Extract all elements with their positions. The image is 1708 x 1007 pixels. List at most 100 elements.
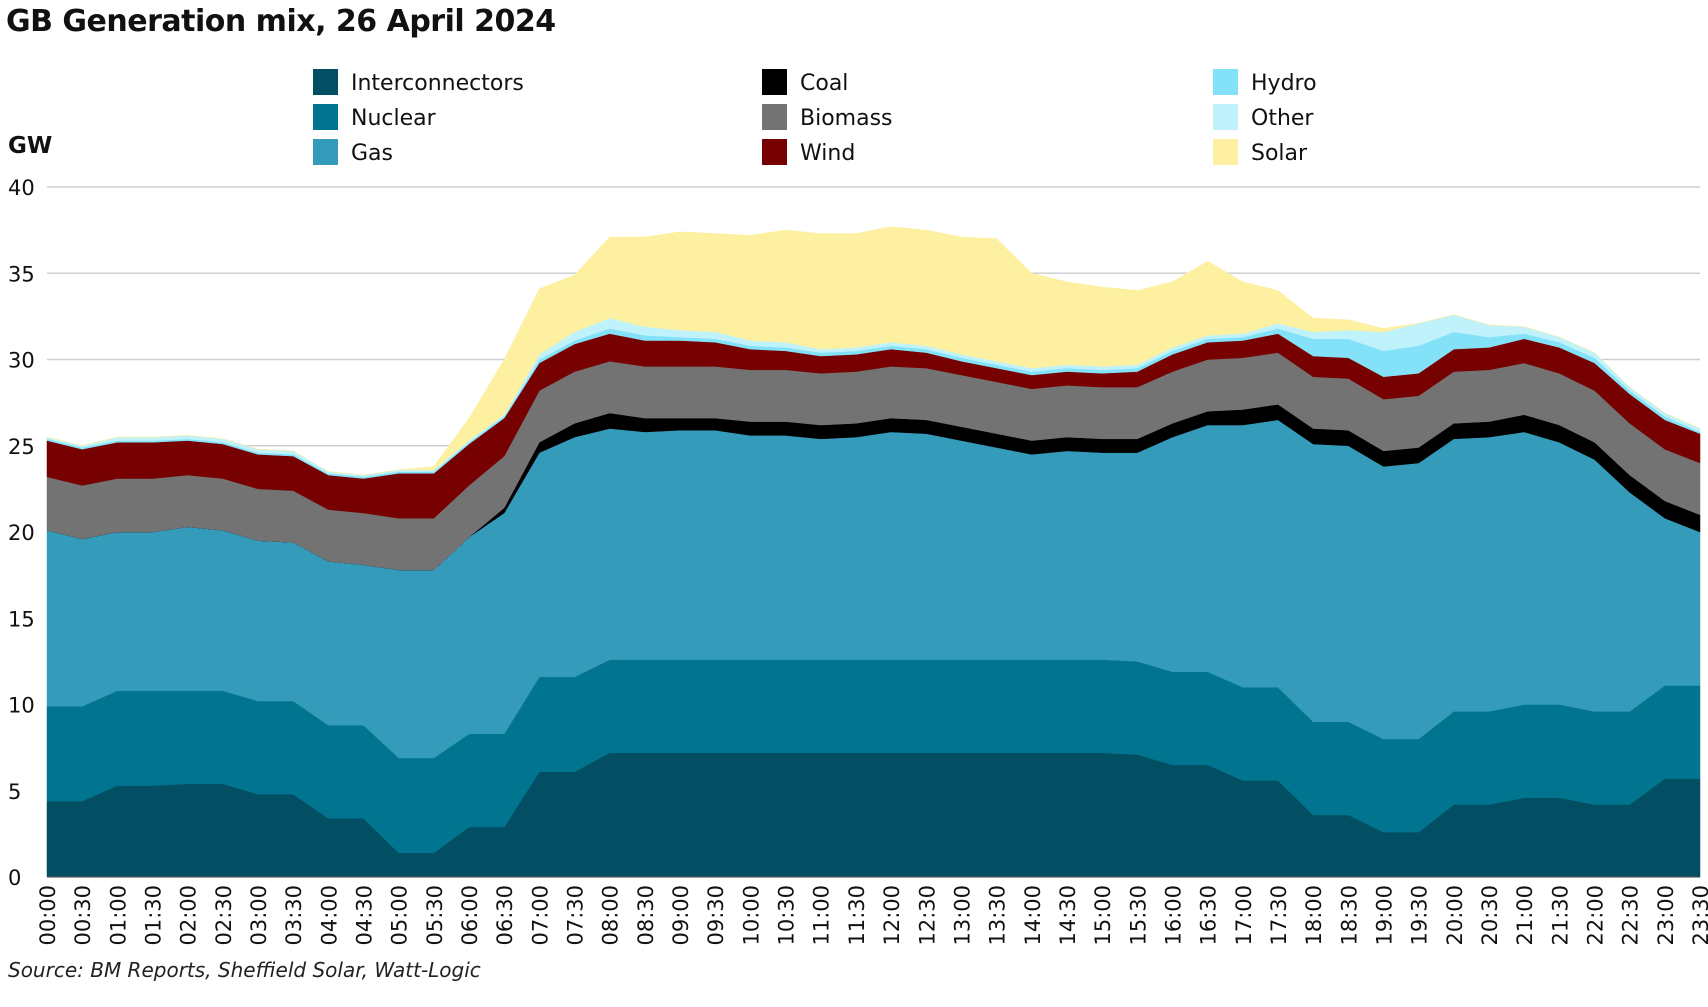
- x-tick-label: 17:30: [1267, 885, 1291, 946]
- y-axis-unit: GW: [8, 133, 52, 159]
- x-tick-label: 00:30: [71, 885, 95, 946]
- x-tick: 23:30: [1689, 885, 1708, 946]
- x-tick-label: 13:30: [986, 885, 1010, 946]
- y-tick-label: 0: [8, 866, 21, 890]
- x-tick: 03:00: [247, 885, 271, 946]
- x-tick-label: 19:30: [1408, 885, 1432, 946]
- area-solar: [46, 226, 1701, 476]
- legend-item-other: Other: [1213, 104, 1314, 131]
- y-tick-label: 5: [8, 780, 21, 804]
- x-tick: 19:30: [1408, 885, 1432, 946]
- x-tick-label: 08:00: [599, 885, 623, 946]
- x-tick-label: 07:00: [528, 885, 552, 946]
- x-tick-label: 06:30: [493, 885, 517, 946]
- legend-swatch: [762, 69, 787, 95]
- x-tick: 14:00: [1021, 885, 1045, 946]
- x-tick: 02:30: [212, 885, 236, 946]
- stacked-areas: [46, 226, 1701, 878]
- x-tick: 09:00: [669, 885, 693, 946]
- x-tick: 20:30: [1478, 885, 1502, 946]
- x-tick: 17:30: [1267, 885, 1291, 946]
- x-tick: 16:00: [1161, 885, 1185, 946]
- x-tick: 13:00: [950, 885, 974, 946]
- axes: 0 5 10 15 20 25 30 35 40 GW 00:00 00:30 01:00 01:30 02…: [8, 133, 1708, 946]
- x-tick-label: 17:00: [1232, 885, 1256, 946]
- legend-label: Gas: [351, 141, 393, 166]
- legend-item-interconnectors: Interconnectors: [313, 69, 524, 96]
- x-tick: 22:30: [1619, 885, 1643, 946]
- x-tick: 08:30: [634, 885, 658, 946]
- x-tick-label: 09:00: [669, 885, 693, 946]
- x-tick-label: 15:00: [1091, 885, 1115, 946]
- x-tick-label: 09:30: [704, 885, 728, 946]
- legend-label: Coal: [800, 71, 848, 96]
- x-tick-label: 20:30: [1478, 885, 1502, 946]
- x-tick-label: 11:30: [845, 885, 869, 946]
- legend-swatch: [1213, 139, 1238, 165]
- x-tick-label: 16:30: [1197, 885, 1221, 946]
- y-tick-label: 25: [8, 435, 35, 459]
- legend-item-biomass: Biomass: [762, 104, 893, 131]
- x-tick: 12:00: [880, 885, 904, 946]
- legend-label: Biomass: [800, 106, 893, 131]
- x-tick: 10:30: [775, 885, 799, 946]
- x-tick-label: 21:00: [1513, 885, 1537, 946]
- x-tick: 05:30: [423, 885, 447, 946]
- chart-title: GB Generation mix, 26 April 2024: [6, 4, 556, 39]
- legend-item-solar: Solar: [1213, 139, 1308, 166]
- x-tick: 11:30: [845, 885, 869, 946]
- x-tick: 21:30: [1548, 885, 1572, 946]
- x-tick-label: 02:30: [212, 885, 236, 946]
- y-tick-label: 35: [8, 262, 35, 286]
- x-tick: 12:30: [915, 885, 939, 946]
- legend-swatch: [762, 104, 787, 130]
- x-tick-label: 04:30: [353, 885, 377, 946]
- x-tick-label: 07:30: [564, 885, 588, 946]
- x-tick: 17:00: [1232, 885, 1256, 946]
- legend-item-wind: Wind: [762, 139, 855, 166]
- x-tick: 07:00: [528, 885, 552, 946]
- y-tick-10: 10: [8, 694, 35, 718]
- x-tick: 04:30: [353, 885, 377, 946]
- x-tick: 16:30: [1197, 885, 1221, 946]
- y-tick-5: 5: [8, 780, 21, 804]
- y-tick-0: 0: [8, 866, 21, 890]
- x-tick-label: 14:00: [1021, 885, 1045, 946]
- legend-label: Hydro: [1251, 71, 1317, 96]
- x-tick-label: 18:30: [1337, 885, 1361, 946]
- x-tick-label: 21:30: [1548, 885, 1572, 946]
- x-tick: 21:00: [1513, 885, 1537, 946]
- y-tick-label: 20: [8, 521, 35, 545]
- x-tick: 14:30: [1056, 885, 1080, 946]
- x-tick: 06:00: [458, 885, 482, 946]
- x-tick: 02:00: [177, 885, 201, 946]
- y-tick-20: 20: [8, 521, 35, 545]
- x-tick-label: 14:30: [1056, 885, 1080, 946]
- y-tick-label: 15: [8, 607, 35, 631]
- x-tick: 23:00: [1654, 885, 1678, 946]
- x-tick: 11:00: [810, 885, 834, 946]
- y-tick-25: 25: [8, 435, 35, 459]
- x-tick: 18:00: [1302, 885, 1326, 946]
- x-tick-label: 00:00: [36, 885, 60, 946]
- y-tick-35: 35: [8, 262, 35, 286]
- x-tick-label: 20:00: [1443, 885, 1467, 946]
- legend-swatch: [313, 69, 338, 95]
- x-tick: 15:00: [1091, 885, 1115, 946]
- x-tick-label: 23:30: [1689, 885, 1708, 946]
- legend-swatch: [1213, 69, 1238, 95]
- x-tick-label: 06:00: [458, 885, 482, 946]
- x-tick: 22:00: [1583, 885, 1607, 946]
- x-tick: 08:00: [599, 885, 623, 946]
- legend-item-nuclear: Nuclear: [313, 104, 437, 131]
- x-tick: 05:00: [388, 885, 412, 946]
- legend-item-hydro: Hydro: [1213, 69, 1317, 96]
- x-tick-label: 04:00: [317, 885, 341, 946]
- x-tick: 19:00: [1372, 885, 1396, 946]
- x-tick-label: 12:00: [880, 885, 904, 946]
- x-tick-label: 11:00: [810, 885, 834, 946]
- x-tick-label: 23:00: [1654, 885, 1678, 946]
- x-tick-label: 15:30: [1126, 885, 1150, 946]
- x-tick-label: 10:00: [739, 885, 763, 946]
